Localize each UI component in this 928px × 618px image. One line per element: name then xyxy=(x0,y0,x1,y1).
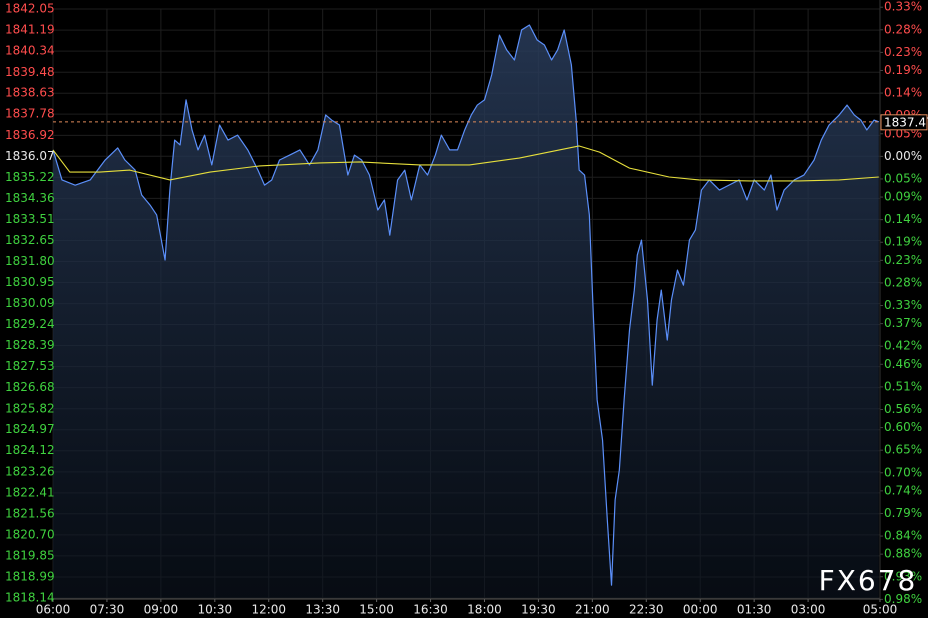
y-tick-label: 1821.56 xyxy=(5,506,55,520)
y-tick-label: 1832.65 xyxy=(5,233,55,247)
y-tick-label: 1824.97 xyxy=(5,422,55,436)
y-tick-label: 1838.63 xyxy=(5,86,55,100)
y-tick-label: 1830.95 xyxy=(5,275,55,289)
y2-tick-label: 0.65% xyxy=(884,443,922,457)
y-tick-label: 1822.41 xyxy=(5,485,55,499)
y-tick-label: 1818.14 xyxy=(5,591,55,605)
y2-tick-label: 0.19% xyxy=(884,63,922,77)
y-tick-label: 1828.39 xyxy=(5,338,55,352)
y-tick-label: 1842.05 xyxy=(5,2,55,16)
y-tick-label: 1840.34 xyxy=(5,44,55,58)
x-tick-label: 03:00 xyxy=(791,603,826,617)
y-tick-label: 1836.92 xyxy=(5,128,55,142)
y2-tick-label: 0.51% xyxy=(884,379,922,393)
x-tick-label: 21:00 xyxy=(575,603,610,617)
y2-tick-label: 0.84% xyxy=(884,529,922,543)
y2-tick-label: 0.14% xyxy=(884,212,922,226)
x-tick-label: 15:00 xyxy=(359,603,394,617)
x-tick-label: 13:30 xyxy=(305,603,340,617)
y2-tick-label: 0.09% xyxy=(884,190,922,204)
y-tick-label: 1818.99 xyxy=(5,570,55,584)
y2-tick-label: 0.60% xyxy=(884,420,922,434)
x-tick-label: 05:00 xyxy=(863,603,898,617)
plot xyxy=(52,24,880,598)
price-area xyxy=(53,25,879,598)
y2-tick-label: 0.70% xyxy=(884,465,922,479)
y-tick-label: 1833.51 xyxy=(5,212,55,226)
y2-tick-label: 0.23% xyxy=(884,253,922,267)
y-tick-label: 1827.53 xyxy=(5,359,55,373)
y2-tick-label: 0.33% xyxy=(884,298,922,312)
x-tick-label: 09:00 xyxy=(144,603,179,617)
y2-tick-label: 0.23% xyxy=(884,45,922,59)
y-tick-label: 1839.48 xyxy=(5,65,55,79)
x-tick-label: 19:30 xyxy=(521,603,556,617)
y-tick-label: 1831.80 xyxy=(5,254,55,268)
x-tick-label: 16:30 xyxy=(413,603,448,617)
x-tick-label: 00:00 xyxy=(683,603,718,617)
y-tick-label: 1824.12 xyxy=(5,443,55,457)
y2-tick-label: 0.98% xyxy=(884,592,922,606)
y2-tick-label: 0.93% xyxy=(884,569,922,583)
y-tick-label: 1841.19 xyxy=(5,23,55,37)
watermark: FX678 xyxy=(819,564,918,597)
y2-tick-label: 0.33% xyxy=(884,0,922,14)
x-tick-label: 06:00 xyxy=(36,603,71,617)
last-price-label: 1837.47 xyxy=(884,115,928,129)
y2-tick-label: 0.46% xyxy=(884,357,922,371)
y-tick-label: 1820.70 xyxy=(5,527,55,541)
y2-tick-label: 0.37% xyxy=(884,316,922,330)
y2-tick-label: 0.19% xyxy=(884,235,922,249)
y2-tick-label: 0.14% xyxy=(884,86,922,100)
labels: 1842.05 1841.19 1840.34 1839.48 1838.63 1837.… xyxy=(5,0,928,617)
x-tick-label: 07:30 xyxy=(90,603,125,617)
y-tick-label: 1834.36 xyxy=(5,191,55,205)
y2-tick-label: 0.42% xyxy=(884,339,922,353)
average-line xyxy=(52,145,879,182)
last-price-box xyxy=(880,114,928,131)
y2-tick-label: 0.28% xyxy=(884,275,922,289)
y-tick-label: 1826.68 xyxy=(5,380,55,394)
x-tick-label: 01:30 xyxy=(737,603,772,617)
y2-tick-label: 0.88% xyxy=(884,547,922,561)
y2-tick-label: 0.74% xyxy=(884,483,922,497)
y-tick-label: 1829.24 xyxy=(5,317,55,331)
y-tick-label: 1836.07 xyxy=(5,149,55,163)
y-tick-label: 1830.09 xyxy=(5,296,55,310)
y-tick-label: 1837.78 xyxy=(5,107,55,121)
x-tick-label: 10:30 xyxy=(198,603,233,617)
y2-tick-label: 0.00% xyxy=(884,149,922,163)
y-tick-label: 1835.22 xyxy=(5,170,55,184)
y2-tick-label: 0.56% xyxy=(884,402,922,416)
y2-tick-label: 0.79% xyxy=(884,506,922,520)
x-tick-label: 18:00 xyxy=(467,603,502,617)
x-tick-label: 12:00 xyxy=(251,603,286,617)
price-line xyxy=(52,24,880,586)
y-tick-label: 1823.26 xyxy=(5,464,55,478)
y2-tick-label: 0.28% xyxy=(884,22,922,36)
y-tick-label: 1819.85 xyxy=(5,548,55,562)
x-tick-label: 22:30 xyxy=(629,603,664,617)
y-tick-label: 1825.82 xyxy=(5,401,55,415)
y2-tick-label: 0.05% xyxy=(884,171,922,185)
